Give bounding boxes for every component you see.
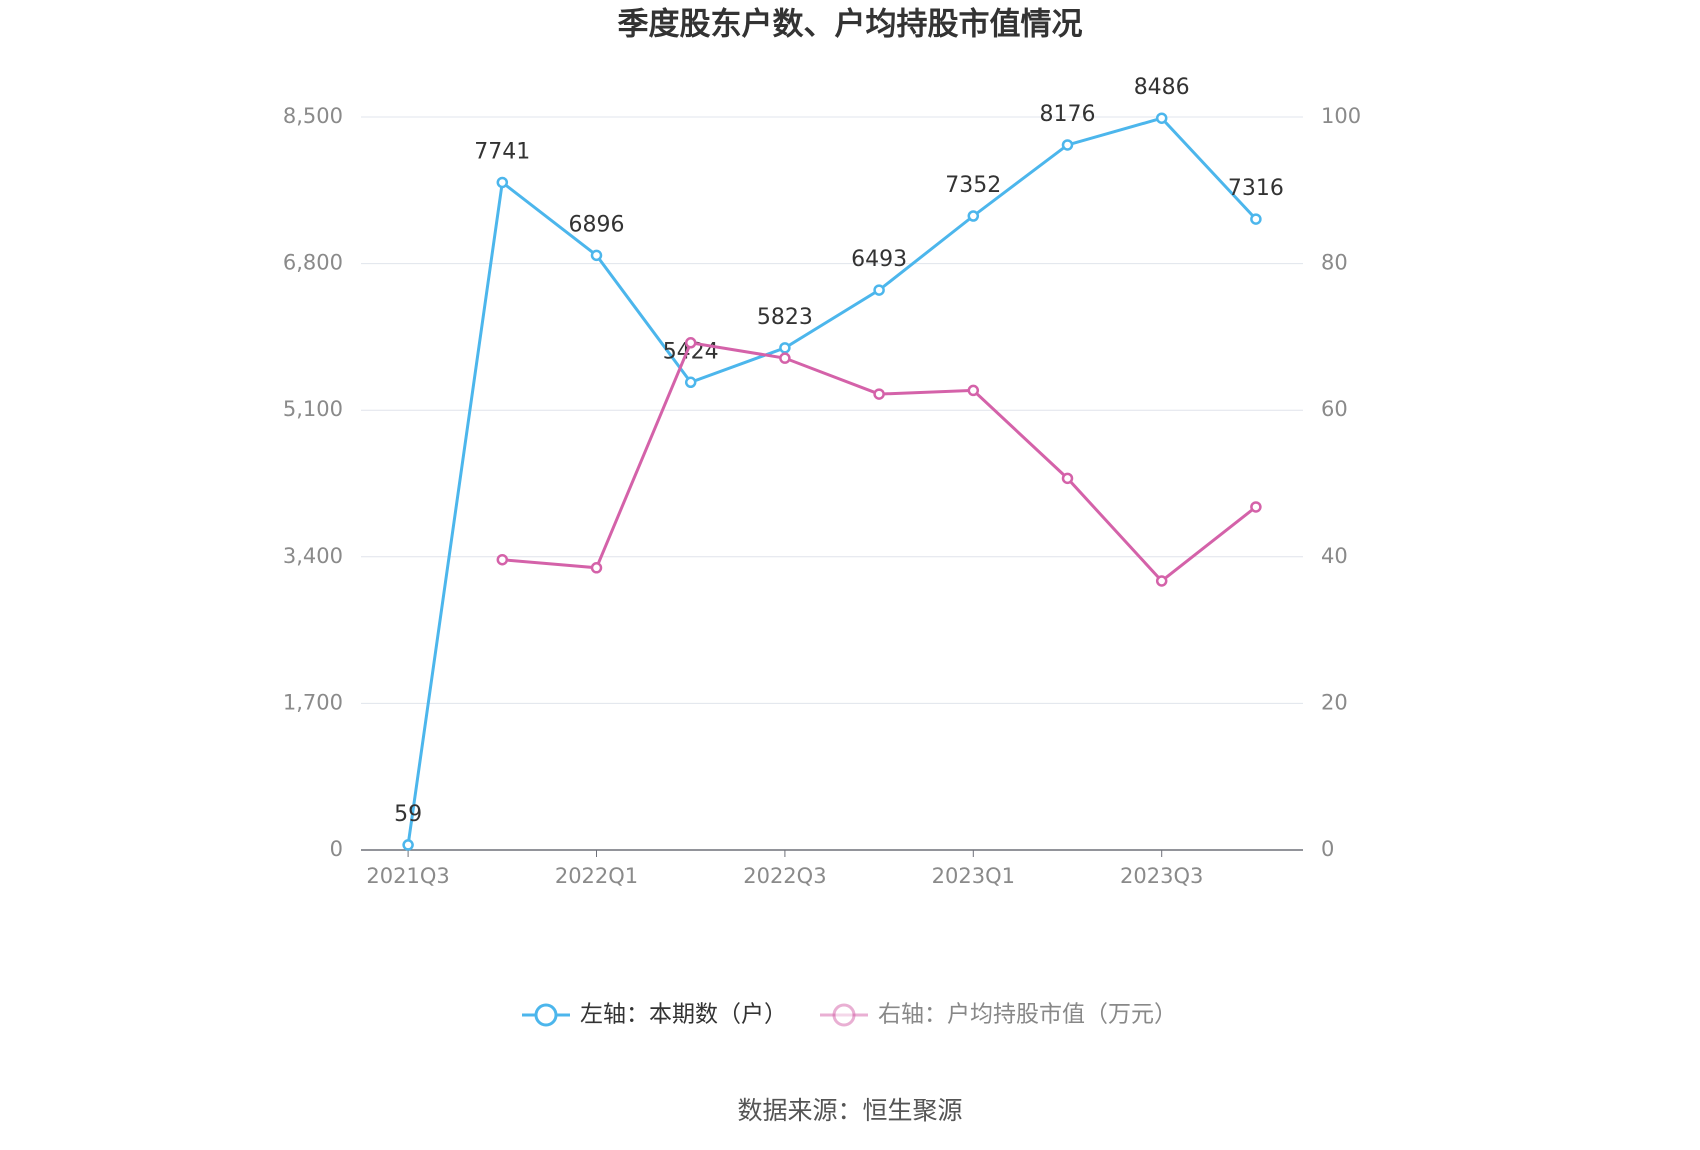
legend-label: 右轴：户均持股市值（万元）: [878, 1002, 1177, 1028]
x-tick-label: 2023Q1: [932, 864, 1015, 888]
point: [967, 210, 980, 222]
source: 数据来源：恒生聚源: [737, 1096, 962, 1125]
data-label: 7741: [474, 139, 530, 164]
legend-marker: [832, 1003, 856, 1027]
x-tick-label: 2021Q3: [366, 864, 449, 888]
point: [873, 388, 885, 400]
point: [684, 337, 697, 349]
data-label: 6896: [569, 212, 625, 237]
y-tick-label: 0: [330, 837, 343, 861]
y2-tick-label: 20: [1321, 690, 1348, 714]
series-line: [502, 341, 1257, 584]
y-tick-label: 1,700: [283, 690, 343, 714]
y2-tick-label: 80: [1321, 251, 1348, 275]
y2-tick-label: 40: [1321, 544, 1348, 568]
data-label: 8176: [1040, 102, 1096, 127]
point: [1061, 472, 1074, 485]
x-tick-label: 2022Q3: [743, 864, 826, 888]
point: [684, 376, 697, 389]
y2-tick-label: 0: [1321, 837, 1334, 861]
y-tick-label: 6,800: [283, 251, 343, 275]
point: [590, 562, 603, 574]
point: [873, 284, 885, 296]
y2-tick-label: 100: [1321, 104, 1361, 128]
data-label: 8486: [1134, 75, 1190, 100]
data-label: 6493: [851, 247, 907, 272]
chart-title: 季度股东户数、户均持股市值情况: [618, 7, 1083, 43]
point: [779, 342, 791, 354]
point: [1061, 139, 1074, 151]
point: [590, 249, 603, 262]
y-tick-label: 8,500: [283, 104, 343, 128]
y-tick-label: 5,100: [283, 397, 343, 421]
point: [1250, 501, 1262, 513]
data-label: 5823: [757, 305, 813, 330]
point: [496, 176, 509, 189]
x-tick-label: 2022Q1: [555, 864, 638, 888]
point: [402, 839, 414, 851]
point: [1155, 112, 1168, 124]
point: [779, 352, 791, 364]
point: [1155, 575, 1168, 587]
data-label: 7352: [945, 173, 1001, 198]
y-tick-label: 3,400: [283, 544, 343, 568]
x-tick-label: 2023Q3: [1120, 864, 1203, 888]
series-line: [406, 116, 1257, 846]
point: [967, 384, 980, 397]
legend-label: 左轴：本期数（户）: [580, 1002, 787, 1028]
y2-tick-label: 60: [1321, 397, 1348, 421]
legend-marker: [534, 1003, 558, 1027]
data-label: 7316: [1228, 176, 1284, 201]
point: [496, 553, 509, 566]
point: [1250, 213, 1262, 225]
data-label: 59: [394, 802, 422, 827]
